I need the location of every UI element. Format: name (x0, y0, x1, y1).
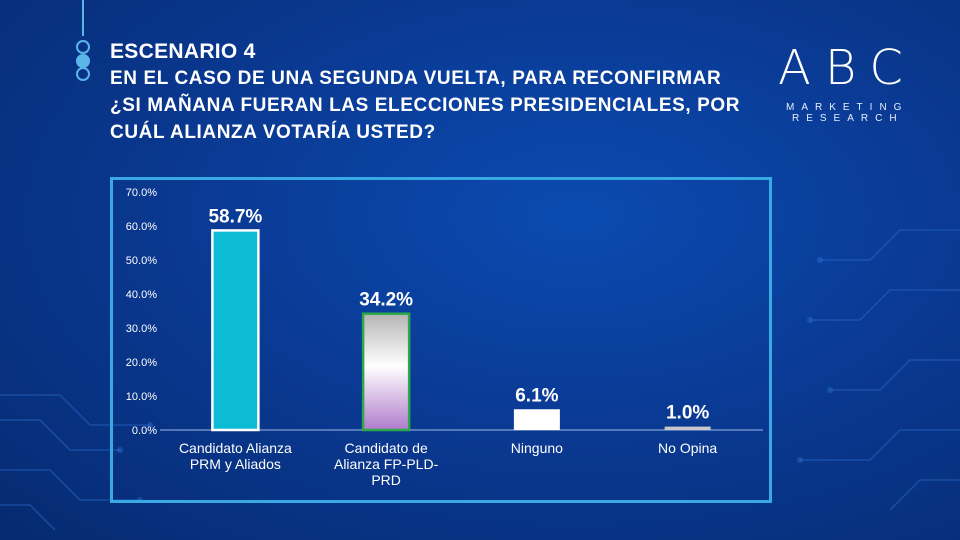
y-tick-label: 70.0% (126, 187, 157, 199)
scenario-title: ESCENARIO 4 (110, 40, 256, 63)
x-tick-label: Candidato Alianza (179, 440, 292, 456)
question-text: EN EL CASO DE UNA SEGUNDA VUELTA, PARA R… (110, 68, 741, 143)
bar (211, 229, 260, 432)
y-tick-label: 20.0% (126, 357, 157, 369)
x-tick-label: No Opina (658, 440, 717, 456)
bar-chart: 0.0% 10.0% 20.0% 30.0% 40.0% 50.0% 60.0% 70.0% 5… (126, 187, 763, 488)
logo-text-marketing: MARKETING (786, 102, 909, 113)
decor-dot (76, 40, 90, 54)
decor-line (82, 0, 84, 36)
bar (664, 426, 711, 430)
x-tick-label: Alianza FP-PLD- (334, 456, 439, 472)
decor-dot (76, 54, 90, 68)
abc-logo: ABC MARKETING RESEARCH (770, 40, 930, 130)
bar (361, 312, 411, 432)
logo-mark: ABC (778, 40, 917, 96)
chart-frame: 0.0% 10.0% 20.0% 30.0% 40.0% 50.0% 60.0% 70.0% 5… (110, 177, 772, 503)
slide-heading: ESCENARIO 4 EN EL CASO DE UNA SEGUNDA VU… (110, 38, 750, 146)
data-label: 58.7% (208, 206, 262, 227)
x-tick-label: Ninguno (511, 440, 563, 456)
logo-text-research: RESEARCH (792, 113, 904, 124)
decor-dot (76, 67, 90, 81)
data-label: 6.1% (515, 385, 558, 406)
y-tick-label: 30.0% (126, 323, 157, 335)
y-tick-label: 10.0% (126, 391, 157, 403)
data-label: 34.2% (359, 290, 413, 311)
y-tick-label: 40.0% (126, 289, 157, 301)
y-tick-label: 0.0% (132, 425, 157, 437)
bar (513, 409, 560, 430)
y-tick-label: 60.0% (126, 221, 157, 233)
y-tick-label: 50.0% (126, 255, 157, 267)
x-tick-label: PRM y Aliados (190, 456, 281, 472)
x-tick-label: Candidato de (344, 440, 428, 456)
x-tick-label: PRD (371, 472, 401, 488)
data-label: 1.0% (666, 403, 709, 424)
